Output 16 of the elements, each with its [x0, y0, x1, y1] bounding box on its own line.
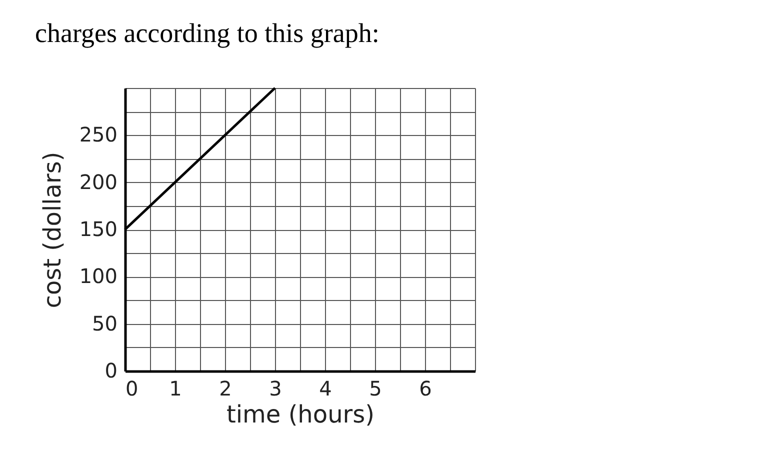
- x-tick-label: 6: [419, 376, 432, 400]
- x-tick-label: 1: [169, 376, 182, 400]
- x-tick-label: 4: [319, 376, 332, 400]
- y-tick-label: 100: [79, 264, 118, 288]
- y-tick-label: 250: [79, 122, 118, 147]
- x-tick-label: 2: [219, 376, 232, 400]
- y-axis-title: cost (dollars): [38, 152, 66, 308]
- x-tick-label: 3: [269, 376, 282, 400]
- x-tick-label: 5: [369, 376, 382, 400]
- y-tick-label: 50: [92, 311, 118, 336]
- y-tick-label: 0: [104, 358, 118, 382]
- y-tick-label: 200: [79, 170, 118, 194]
- chart-title: charges according to this graph:: [35, 18, 380, 48]
- x-tick-label: 0: [126, 376, 138, 400]
- x-axis-title: time (hours): [226, 400, 375, 428]
- y-tick-label: 150: [79, 217, 118, 241]
